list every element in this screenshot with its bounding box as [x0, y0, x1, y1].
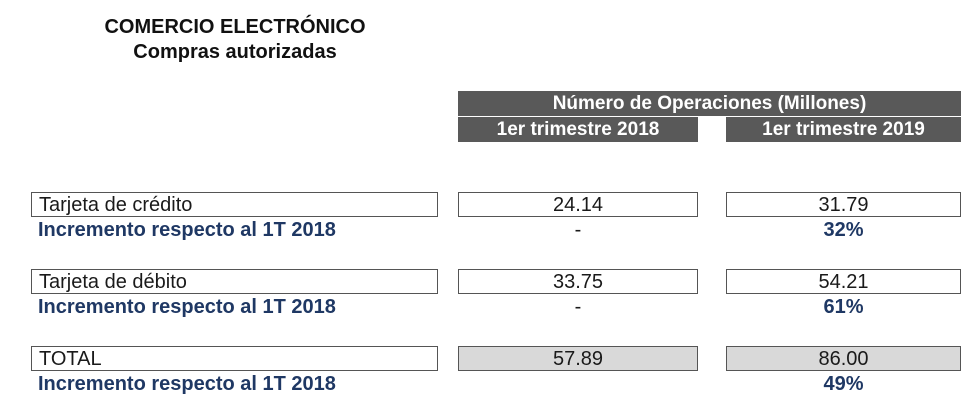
increment-credit-2019: 32% [823, 219, 864, 241]
page-subtitle: Compras autorizadas [133, 41, 337, 63]
increment-total-2019: 49% [823, 373, 864, 395]
page-title: COMERCIO ELECTRÓNICO [104, 16, 366, 38]
table-header-main: Número de Operaciones (Millones) [458, 91, 961, 116]
cell-credit-2019: 31.79 [726, 192, 961, 217]
row-label-total: TOTAL [31, 346, 438, 371]
cell-debit-2019: 54.21 [726, 269, 961, 294]
increment-label-total: Incremento respecto al 1T 2018 [38, 373, 336, 395]
increment-credit-2018: - [574, 219, 582, 241]
column-header-2018: 1er trimestre 2018 [458, 117, 698, 142]
cell-total-2019: 86.00 [726, 346, 961, 371]
increment-label-debit: Incremento respecto al 1T 2018 [38, 296, 336, 318]
cell-total-2018: 57.89 [458, 346, 698, 371]
row-label-debit-card: Tarjeta de débito [31, 269, 438, 294]
increment-debit-2018: - [574, 296, 582, 318]
row-label-credit-card: Tarjeta de crédito [31, 192, 438, 217]
column-header-2019: 1er trimestre 2019 [726, 117, 961, 142]
cell-debit-2018: 33.75 [458, 269, 698, 294]
increment-label-credit: Incremento respecto al 1T 2018 [38, 219, 336, 241]
increment-debit-2019: 61% [823, 296, 864, 318]
cell-credit-2018: 24.14 [458, 192, 698, 217]
